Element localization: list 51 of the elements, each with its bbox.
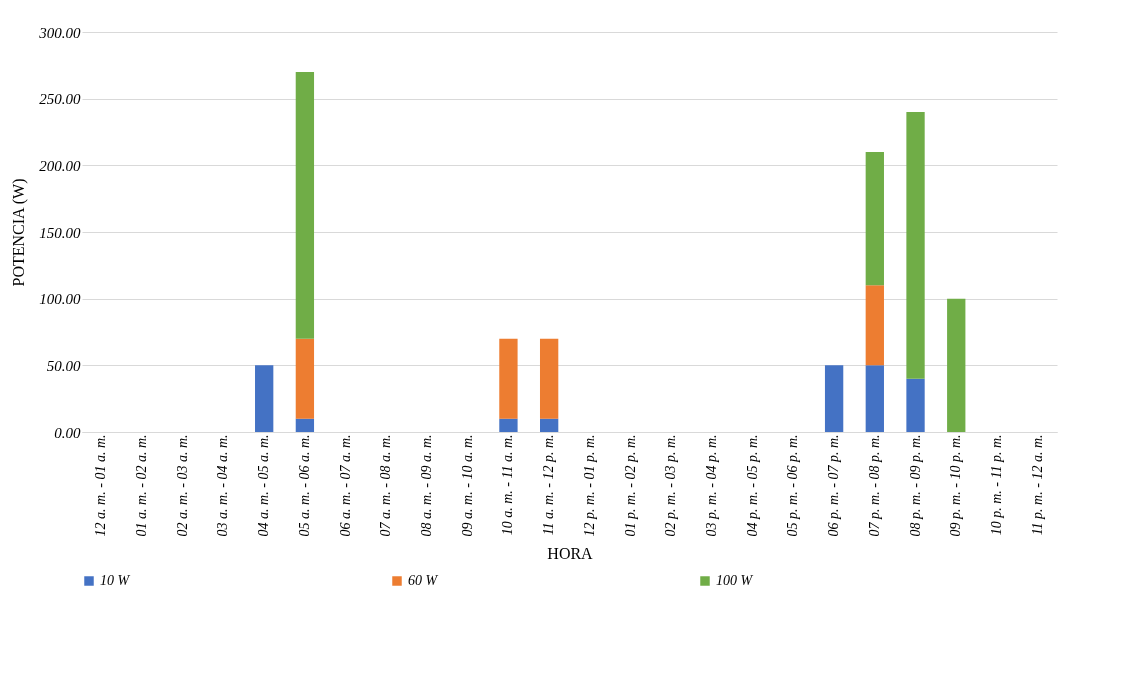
x-tick-label: 01 a. m. - 02 a. m. [134, 434, 150, 537]
y-tick-label: 50.00 [46, 357, 81, 374]
legend-label: 100 W [716, 573, 754, 588]
bar [539, 338, 559, 419]
x-axis-title: HORA [547, 545, 594, 563]
x-tick-label: 09 a. m. - 10 a. m. [459, 434, 475, 537]
bar [865, 152, 884, 286]
y-tick-label: 150.00 [39, 224, 81, 241]
x-tick-label: 08 a. m. - 09 a. m. [419, 434, 435, 537]
x-tick-label: 04 p. m. - 05 p. m. [744, 434, 760, 537]
x-tick-label: 02 a. m. - 03 a. m. [174, 434, 190, 537]
x-tick-label: 06 p. m. - 07 p. m. [826, 434, 842, 537]
x-tick-label: 10 a. m. - 11 a. m. [500, 434, 516, 536]
x-tick-label: 05 a. m. - 06 a. m. [296, 434, 312, 537]
x-tick-label: 03 a. m. - 04 a. m. [215, 434, 231, 537]
bar [865, 365, 884, 432]
x-tick-label: 02 p. m. - 03 p. m. [663, 434, 679, 537]
bar [255, 365, 274, 432]
bar [499, 338, 518, 419]
y-tick-label: 300.00 [38, 24, 81, 41]
y-tick-label: 100.00 [39, 291, 81, 308]
bar [906, 378, 925, 432]
y-axis-title: POTENCIA (W) [10, 178, 29, 287]
bar [947, 298, 966, 432]
bar [906, 112, 925, 379]
x-tick-label: 10 p. m. - 11 p. m. [988, 434, 1004, 536]
x-tick-label: 03 p. m. - 04 p. m. [703, 434, 719, 537]
x-tick-label: 11 p. m. - 12 a. m. [1029, 434, 1045, 536]
x-tick-label: 06 a. m. - 07 a. m. [337, 434, 353, 537]
bar [295, 72, 315, 339]
y-tick-label: 0.00 [54, 424, 81, 441]
bar [539, 418, 559, 432]
x-tick-label: 04 a. m. - 05 a. m. [256, 434, 272, 537]
x-tick-label: 12 a. m. - 01 a. m. [93, 434, 109, 537]
y-tick-label: 250.00 [39, 91, 81, 108]
legend-label: 60 W [408, 573, 439, 588]
x-tick-label: 08 p. m. - 09 p. m. [907, 434, 923, 537]
x-tick-label: 01 p. m. - 02 p. m. [622, 434, 638, 537]
bar [295, 338, 315, 419]
bar [499, 418, 518, 432]
y-tick-label: 200.00 [39, 157, 81, 174]
bar [295, 418, 315, 432]
legend-label: 10 W [100, 573, 131, 588]
x-tick-label: 12 p. m. - 01 p. m. [581, 434, 597, 537]
bar [824, 365, 844, 432]
x-tick-label: 09 p. m. - 10 p. m. [948, 434, 964, 537]
x-tick-label: 07 a. m. - 08 a. m. [378, 434, 394, 537]
x-tick-label: 05 p. m. - 06 p. m. [785, 434, 801, 537]
bar [865, 285, 884, 366]
x-tick-label: 07 p. m. - 08 p. m. [866, 434, 882, 537]
x-tick-label: 11 a. m. - 12 p. m. [541, 434, 557, 536]
